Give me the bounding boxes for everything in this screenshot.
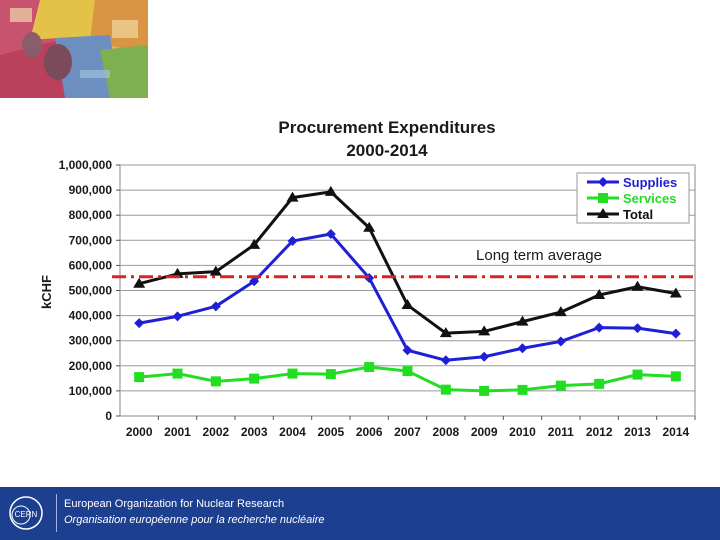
reference-line-label: Long term average	[476, 247, 602, 264]
data-point	[555, 336, 566, 347]
x-tick-label: 2007	[394, 425, 421, 439]
data-point	[286, 191, 299, 202]
data-point	[402, 345, 413, 356]
data-point	[632, 369, 643, 380]
data-point	[516, 315, 529, 326]
data-point	[632, 323, 643, 334]
data-point	[402, 366, 413, 377]
y-tick-label: 600,000	[69, 258, 113, 272]
x-tick-label: 2003	[241, 425, 268, 439]
y-tick-label: 1,000,000	[59, 158, 113, 172]
y-tick-label: 0	[105, 409, 112, 423]
y-axis-label: kCHF	[39, 275, 54, 309]
footer-org-name-en: European Organization for Nuclear Resear…	[64, 498, 285, 510]
data-point	[598, 177, 608, 187]
x-tick-label: 2000	[126, 425, 153, 439]
x-tick-label: 2011	[548, 425, 574, 439]
legend-entry-services: Services	[623, 191, 677, 206]
x-tick-label: 2004	[279, 425, 306, 439]
data-point	[598, 193, 608, 203]
y-tick-label: 300,000	[69, 334, 113, 348]
data-point	[210, 376, 221, 387]
data-point	[593, 289, 606, 300]
x-tick-label: 2014	[662, 425, 689, 439]
data-point	[363, 221, 376, 232]
x-tick-label: 2005	[317, 425, 344, 439]
footer-bar: CERN European Organization for Nuclear R…	[0, 487, 720, 540]
data-point	[324, 185, 337, 196]
data-point	[210, 301, 221, 312]
data-point	[670, 328, 681, 339]
x-tick-label: 2013	[624, 425, 651, 439]
data-point	[594, 378, 605, 389]
footer-org-name-fr: Organisation européenne pour la recherch…	[64, 514, 325, 526]
y-tick-label: 900,000	[69, 183, 113, 197]
data-point	[134, 318, 145, 329]
footer-divider	[56, 494, 57, 532]
chart-subtitle: 2000-2014	[346, 141, 428, 160]
legend-entry-total: Total	[623, 207, 653, 222]
data-point	[134, 372, 145, 383]
data-point	[209, 265, 222, 276]
legend-entry-supplies: Supplies	[623, 175, 677, 190]
data-point	[440, 355, 451, 366]
data-point	[597, 208, 609, 218]
cern-logo: CERN	[9, 496, 43, 530]
x-tick-label: 2010	[509, 425, 536, 439]
data-point	[249, 373, 260, 384]
x-tick-label: 2002	[202, 425, 229, 439]
data-point	[172, 311, 183, 322]
x-tick-label: 2001	[164, 425, 191, 439]
y-tick-label: 100,000	[69, 384, 113, 398]
y-tick-label: 700,000	[69, 233, 113, 247]
data-point	[287, 368, 298, 379]
y-tick-label: 400,000	[69, 309, 113, 323]
data-point	[517, 343, 528, 354]
procurement-chart: Procurement Expenditures 2000-2014 kCHF …	[39, 118, 696, 439]
data-point	[517, 384, 528, 395]
x-tick-label: 2009	[471, 425, 498, 439]
data-point	[439, 327, 452, 338]
data-point	[670, 371, 681, 382]
data-point	[401, 299, 414, 310]
data-point	[440, 384, 451, 395]
data-point	[478, 325, 491, 336]
data-point	[249, 276, 260, 287]
data-point	[555, 380, 566, 391]
data-point	[479, 351, 490, 362]
y-tick-label: 200,000	[69, 359, 113, 373]
data-point	[554, 306, 567, 317]
data-point	[287, 236, 298, 247]
x-tick-label: 2008	[432, 425, 459, 439]
svg-text:CERN: CERN	[15, 510, 38, 519]
data-point	[631, 280, 644, 291]
data-point	[133, 277, 146, 288]
x-tick-label: 2012	[586, 425, 613, 439]
data-point	[669, 287, 682, 298]
data-point	[325, 369, 336, 380]
data-point	[479, 385, 490, 396]
banknotes-photo	[0, 0, 148, 98]
y-tick-label: 800,000	[69, 208, 113, 222]
data-point	[248, 238, 261, 249]
data-point	[325, 229, 336, 240]
data-point	[594, 322, 605, 333]
data-point	[364, 362, 375, 373]
chart-title: Procurement Expenditures	[278, 118, 495, 137]
x-tick-label: 2006	[356, 425, 383, 439]
y-tick-label: 500,000	[69, 284, 113, 298]
data-point	[172, 368, 183, 379]
